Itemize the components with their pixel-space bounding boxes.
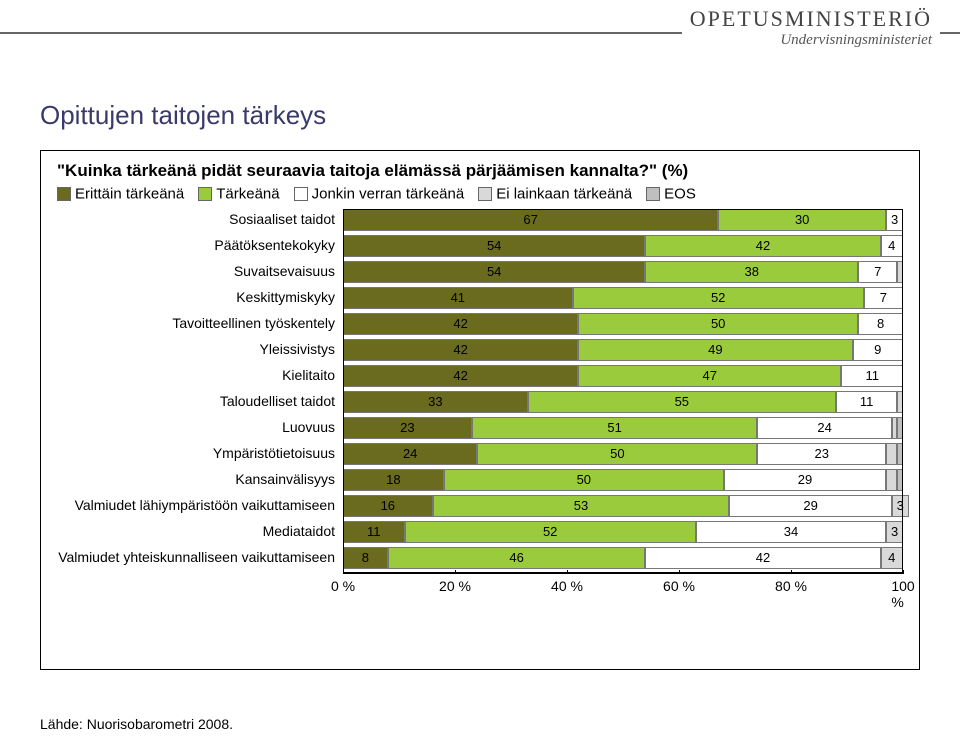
ministry-name-sv: Undervisningsministeriet (690, 32, 932, 49)
category-label: Kielitaito (55, 367, 335, 383)
x-axis: 0 %20 %40 %60 %80 %100 % (343, 573, 903, 598)
chart-legend: Erittäin tärkeänä Tärkeänä Jonkin verran t… (57, 185, 905, 203)
page-title: Opittujen taitojen tärkeys (40, 100, 326, 131)
ministry-name-fi: OPETUSMINISTERIÖ (690, 6, 932, 32)
category-label: Yleissivistys (55, 341, 335, 357)
category-label: Taloudelliset taidot (55, 393, 335, 409)
legend-label: EOS (664, 186, 696, 203)
category-label: Valmiudet yhteiskunnalliseen vaikuttamis… (55, 549, 335, 565)
axis-tick (567, 570, 568, 574)
category-label: Tavoitteellinen työskentely (55, 315, 335, 331)
axis-label: 60 % (663, 578, 695, 594)
legend-label: Tärkeänä (216, 186, 279, 203)
legend-swatch (294, 187, 308, 201)
ministry-logo: OPETUSMINISTERIÖ Undervisningsministerie… (682, 6, 940, 49)
axis-label: 100 % (891, 578, 914, 610)
legend-swatch (646, 187, 660, 201)
axis-tick (903, 570, 904, 574)
category-label: Luovuus (55, 419, 335, 435)
category-label: Mediataidot (55, 523, 335, 539)
category-label: Päätöksentekokyky (55, 237, 335, 253)
axis-tick (791, 570, 792, 574)
category-label: Kansainvälisyys (55, 471, 335, 487)
axis-tick (455, 570, 456, 574)
category-label: Valmiudet lähiympäristöön vaikuttamiseen (55, 497, 335, 513)
legend-label: Ei lainkaan tärkeänä (496, 186, 632, 203)
chart-plot: Valmiudet yhteiskunnalliseen vaikuttamis… (55, 209, 903, 597)
legend-swatch (57, 187, 71, 201)
axis-label: 20 % (439, 578, 471, 594)
chart-question: "Kuinka tärkeänä pidät seuraavia taitoja… (57, 161, 905, 181)
plot-border (343, 209, 903, 573)
axis-label: 0 % (331, 578, 355, 594)
axis-tick (343, 570, 344, 574)
category-label: Ympäristötietoisuus (55, 445, 335, 461)
axis-tick (679, 570, 680, 574)
source-citation: Lähde: Nuorisobarometri 2008. (40, 716, 233, 732)
category-label: Keskittymiskyky (55, 289, 335, 305)
legend-label: Erittäin tärkeänä (75, 186, 184, 203)
axis-label: 40 % (551, 578, 583, 594)
chart-container: "Kuinka tärkeänä pidät seuraavia taitoja… (40, 150, 920, 670)
legend-label: Jonkin verran tärkeänä (312, 186, 465, 203)
axis-label: 80 % (775, 578, 807, 594)
header: OPETUSMINISTERIÖ Undervisningsministerie… (0, 0, 960, 60)
legend-swatch (198, 187, 212, 201)
header-rule-left (0, 32, 660, 34)
category-label: Sosiaaliset taidot (55, 211, 335, 227)
legend-swatch (478, 187, 492, 201)
category-label: Suvaitsevaisuus (55, 263, 335, 279)
